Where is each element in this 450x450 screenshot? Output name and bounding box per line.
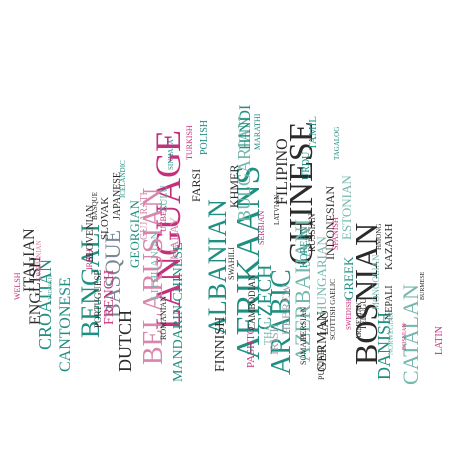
word-ukrainian: UKRAINIAN — [35, 240, 43, 280]
word-welsh: WELSH — [13, 272, 22, 300]
word-yiddish: YIDDISH — [48, 275, 54, 300]
word-mandarin-chinese: MANDARIN CHINESE — [171, 242, 186, 382]
word-armenian: ARMENIAN — [355, 302, 363, 340]
word-tagalog: TAGALOG — [333, 126, 341, 160]
word-persian: PERSIAN — [299, 306, 308, 340]
word-korean: KOREAN — [299, 226, 310, 268]
word-turkish: TURKISH — [185, 125, 194, 160]
word-finnish: FINNISH — [213, 316, 228, 372]
word-cambodian: CAMBODIAN — [247, 274, 257, 330]
word-swedish: SWEDISH — [345, 298, 353, 330]
word-bosnian: BOSNIAN — [402, 323, 408, 350]
word-kazakh: KAZAKH — [383, 223, 395, 270]
word-spanish: SPANISH — [331, 217, 340, 250]
word-hmong: HMONG — [375, 223, 383, 250]
word-greek: GREEK — [341, 256, 356, 300]
word-icelandic: ICELANDIC — [119, 160, 127, 198]
word-malay: MALAY — [167, 217, 181, 260]
word-cantonese: CANTONESE — [57, 277, 74, 372]
word-latin: LATIN — [434, 326, 445, 355]
word-urdu: URDU — [301, 151, 312, 180]
word-estonian: ESTONIAN — [339, 175, 354, 240]
word-portuguese: PORTUGUESE — [93, 270, 103, 328]
word-hebrew: HEBREW — [279, 284, 293, 335]
word-gujarati: GUJARATI — [139, 192, 150, 240]
word-mongolian: MONGOLIAN — [371, 254, 381, 311]
word-punjabi: PUNJABI — [317, 347, 326, 380]
word-sinhala: SINHALA — [167, 139, 175, 170]
word-basque: BASQUE — [91, 191, 99, 220]
word-marathi: MARATHI — [253, 113, 262, 150]
word-polish: POLISH — [199, 119, 210, 155]
word-uzbek: UZBEK — [159, 205, 168, 232]
word-dutch: DUTCH — [115, 310, 135, 372]
word-swahili: SWAHILI — [227, 247, 236, 280]
word-irish: IRISH — [85, 249, 94, 270]
word-norwegian: NORWEGIAN — [387, 312, 395, 355]
word-thai: THAI — [263, 321, 274, 345]
word-khmer: KHMER — [227, 164, 241, 208]
word-pashto: PASHTO — [245, 326, 257, 368]
word-tamil: TAMIL — [307, 116, 319, 150]
word-farsi: FARSI — [189, 168, 203, 202]
word-hindi: HINDI — [237, 104, 254, 150]
word-serbian: SERBIAN — [257, 210, 266, 245]
word-scottish-gaelic: SCOTTISH GAELIC — [329, 279, 337, 340]
word-lithuanian: LITHUANIAN — [149, 231, 161, 300]
word-burmese: BURMESE — [420, 271, 426, 300]
word-latvian: LATVIAN — [273, 194, 281, 225]
word-romanian: ROMANIAN — [159, 296, 168, 340]
word-slovak: SLOVAK — [99, 196, 111, 240]
word-french: FRENCH — [102, 269, 117, 325]
